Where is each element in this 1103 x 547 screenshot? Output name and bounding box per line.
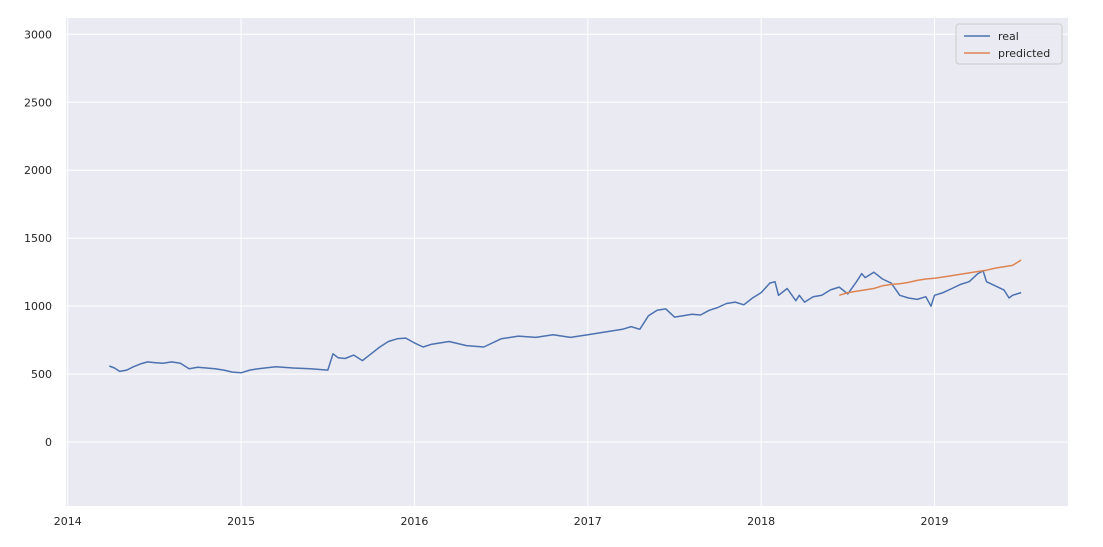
y-tick-label: 0 — [45, 436, 52, 449]
y-tick-label: 1500 — [24, 232, 52, 245]
series-line-real — [109, 270, 1022, 374]
x-tick-label: 2018 — [747, 515, 775, 528]
y-tick-label: 500 — [31, 368, 52, 381]
series-layer — [109, 259, 1022, 374]
x-tick-label: 2015 — [227, 515, 255, 528]
legend-box — [955, 23, 1063, 65]
y-tick-label: 2500 — [24, 96, 52, 109]
x-tick-label: 2019 — [921, 515, 949, 528]
legend-label-real: real — [998, 30, 1019, 43]
legend-label-predicted: predicted — [998, 47, 1050, 60]
x-tick-label: 2017 — [574, 515, 602, 528]
x-tick-label: 2016 — [400, 515, 428, 528]
y-tick-label: 1000 — [24, 300, 52, 313]
x-axis: 2014 2015 2016 2017 2018 2019 — [54, 515, 949, 528]
y-axis: 0 500 1000 1500 2000 2500 3000 — [24, 28, 52, 449]
y-tick-label: 2000 — [24, 164, 52, 177]
x-tick-label: 2014 — [54, 515, 82, 528]
grid-lines — [66, 18, 1068, 506]
legend: real predicted — [955, 23, 1063, 65]
series-line-predicted — [838, 259, 1022, 297]
y-tick-label: 3000 — [24, 28, 52, 41]
plot-area — [66, 18, 1068, 506]
